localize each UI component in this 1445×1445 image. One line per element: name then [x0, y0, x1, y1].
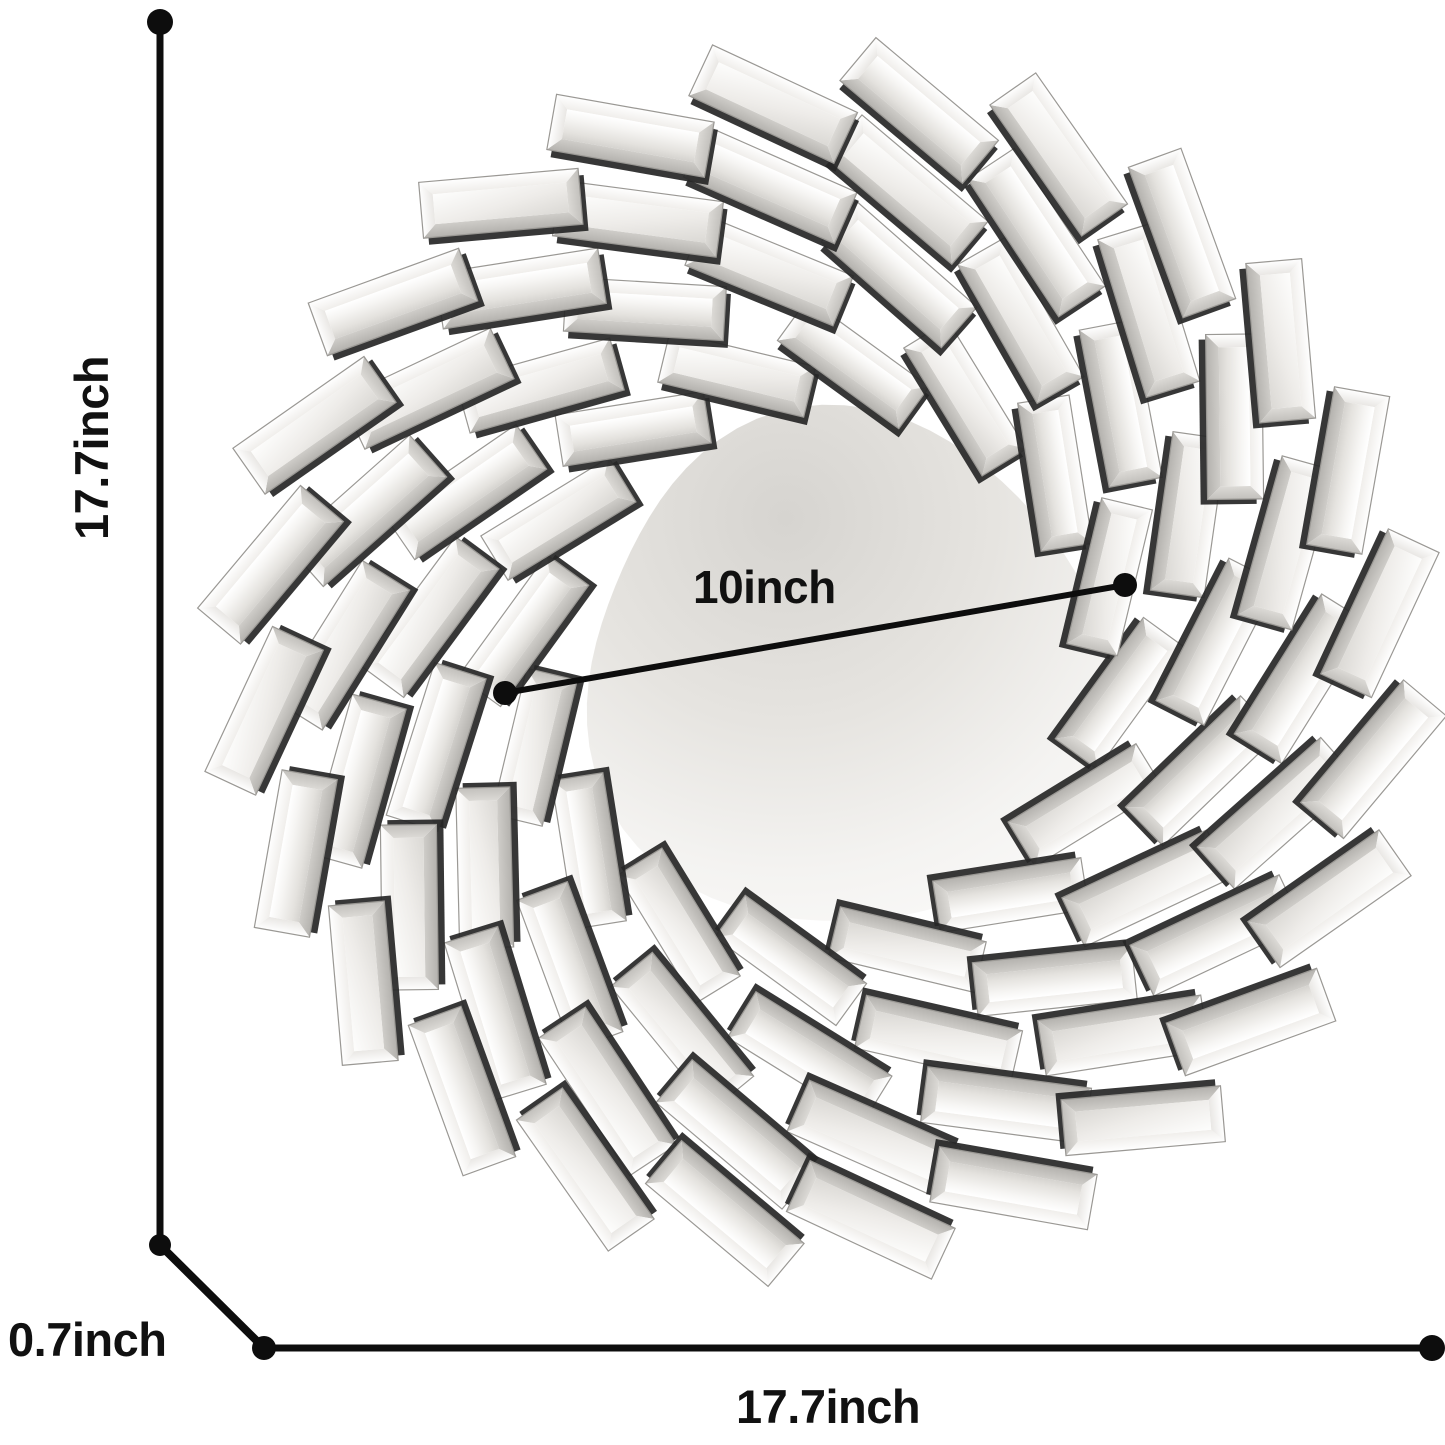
mirror-tile	[713, 886, 868, 1027]
mirror-tile	[253, 766, 346, 938]
mirror-tile	[1054, 825, 1231, 948]
mirror-tile	[1159, 963, 1337, 1077]
mirror-tile	[327, 895, 405, 1066]
outer-ring	[274, 114, 1370, 1210]
mirror-tile	[1239, 258, 1317, 429]
width-dimension-label: 17.7inch	[736, 1380, 921, 1433]
mirror-tile	[682, 125, 859, 253]
height-line-bottom-endpoint	[149, 1234, 171, 1256]
mirror-tile	[1058, 497, 1154, 660]
center-mirror-face	[586, 404, 1111, 921]
depth-dimension-label: 0.7inch	[8, 1313, 167, 1366]
mirror-tile	[1298, 386, 1391, 558]
mirror-tile	[926, 1138, 1098, 1231]
diameter-dimension-label: 10inch	[693, 561, 836, 613]
mirror-tile	[1092, 222, 1201, 405]
mirror-tile	[839, 36, 1000, 192]
mirror-tile	[433, 247, 613, 336]
mirror-tile	[550, 766, 633, 930]
mirror-tile	[916, 1059, 1093, 1145]
mirror-tile	[655, 1051, 820, 1210]
diameter-line-right-endpoint	[1113, 573, 1137, 597]
diameter-dimension-line	[504, 582, 1126, 696]
mirror-tile	[824, 898, 987, 994]
mirror-tile	[1123, 147, 1237, 325]
mirror-tile	[1239, 827, 1412, 969]
height-line-top-endpoint	[147, 9, 173, 35]
diameter-line-left-endpoint	[493, 681, 517, 705]
mirror-tile	[383, 423, 555, 563]
depth-line-endpoint	[252, 1336, 276, 1360]
mirror-tile	[900, 320, 1028, 484]
mirror-tile	[554, 390, 718, 473]
mirror-tile	[385, 659, 495, 833]
width-line-right-endpoint	[1419, 1335, 1445, 1361]
mirror-tile	[616, 840, 744, 1004]
rim-ring	[196, 36, 1445, 1288]
mirror-tile	[1292, 679, 1445, 840]
mirror-tile	[609, 944, 756, 1112]
depth-dimension-line	[157, 1242, 267, 1351]
mirror-tile	[515, 1079, 657, 1252]
mirror-tile	[726, 983, 893, 1123]
mirror-tile	[480, 456, 644, 584]
mirror-tile	[454, 337, 631, 439]
mirror-tile	[407, 999, 521, 1177]
mirror-tile	[1312, 528, 1440, 700]
mirror-tile	[546, 93, 718, 186]
mirror-tile	[537, 999, 680, 1177]
mirror-tile	[196, 484, 352, 645]
mirror-tile	[987, 72, 1129, 245]
mirror-tile	[964, 147, 1107, 325]
mirror-tile	[1011, 394, 1094, 558]
mirror-tile	[784, 1152, 956, 1280]
mirror-tile	[232, 355, 405, 497]
mirror-tile	[1055, 1079, 1226, 1157]
mirror-tile-rings	[196, 36, 1445, 1288]
mirror-tile	[644, 1132, 805, 1288]
mirror-tile	[1031, 988, 1211, 1077]
mirror-tile	[785, 1071, 962, 1199]
mirror-tile	[954, 236, 1085, 412]
mirror-tile	[966, 939, 1138, 1018]
mirror-tile	[307, 247, 485, 361]
mirror-tile	[551, 179, 728, 265]
height-dimension-label: 17.7inch	[65, 355, 118, 540]
mirror-tile	[418, 167, 589, 245]
mid-ring	[359, 200, 1279, 1123]
mirror-tile	[1073, 319, 1164, 494]
mirror-tile	[824, 114, 989, 273]
mirror-tile	[204, 624, 332, 796]
mirror-tile	[688, 44, 860, 172]
mirror-tile	[457, 553, 598, 708]
